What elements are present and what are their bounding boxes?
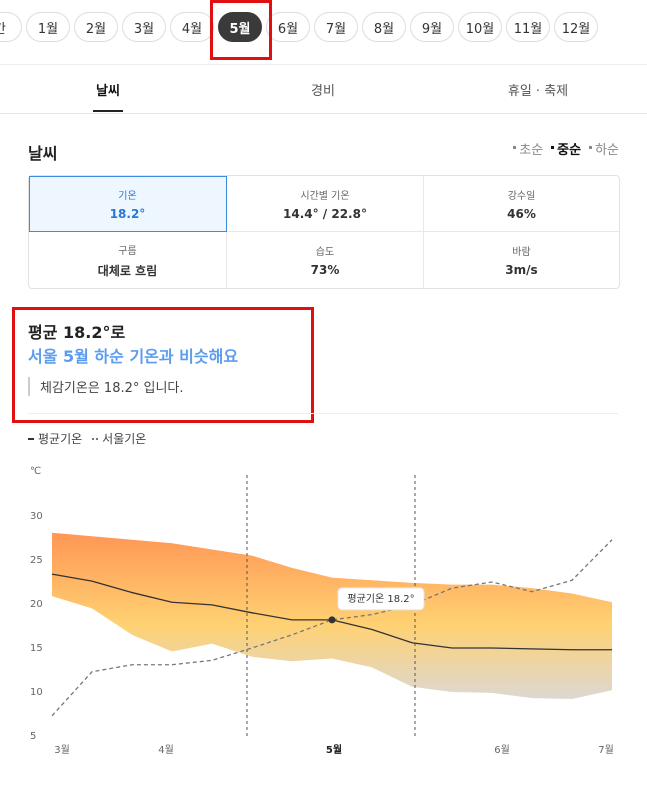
x-tick-label: 3월 — [54, 744, 70, 756]
x-tick-label: 6월 — [494, 744, 510, 756]
x-tick-label: 7월 — [598, 744, 614, 756]
stat-cell[interactable]: 시간별 기온 14.4° / 22.8° — [227, 176, 424, 232]
month-pill[interactable]: 2월 — [74, 12, 118, 42]
period-option[interactable]: 초순 — [513, 139, 543, 158]
month-pill[interactable]: 1월 — [26, 12, 70, 42]
stat-value: 73% — [310, 263, 340, 277]
month-pill[interactable]: 8월 — [362, 12, 406, 42]
y-tick-label: 10 — [30, 687, 43, 698]
legend-item: 평균기온 — [28, 430, 82, 447]
highlight-box — [210, 0, 272, 60]
highlight-box — [12, 307, 314, 423]
month-pill[interactable]: 9월 — [410, 12, 454, 42]
period-selector: 초순 중순 하순 — [513, 139, 619, 158]
tab-underline — [93, 110, 123, 112]
y-tick-label: 5 — [30, 731, 36, 742]
stat-value: 46% — [507, 206, 536, 221]
tab[interactable]: 날씨 — [96, 84, 120, 99]
stat-label: 기온 — [118, 190, 137, 202]
stat-value: 14.4° / 22.8° — [283, 206, 367, 221]
y-tick-label: 15 — [30, 643, 43, 654]
y-tick-label: 20 — [30, 599, 43, 610]
period-option[interactable]: 하순 — [589, 139, 619, 158]
month-tabs: 간1월2월3월4월5월6월7월8월9월10월11월12월 — [0, 12, 598, 42]
month-pill[interactable]: 10월 — [458, 12, 502, 42]
stat-label: 바람 — [512, 247, 531, 258]
y-unit: ℃ — [30, 466, 41, 477]
tab[interactable]: 경비 — [311, 84, 335, 99]
stat-label: 시간별 기온 — [300, 190, 350, 202]
stat-cell[interactable]: 강수일 46% — [424, 176, 619, 232]
series-line — [51, 539, 613, 717]
legend-label: 서울기온 — [102, 432, 147, 446]
tooltip-box — [337, 587, 425, 611]
section-title: 날씨 — [28, 144, 58, 163]
summary-subline: 서울 5월 하순 기온과 비슷해요 — [28, 347, 239, 366]
summary-headline: 평균 18.2°로 — [28, 323, 126, 342]
y-tick-label: 30 — [30, 511, 43, 522]
stat-cell[interactable]: 습도 73% — [227, 232, 424, 288]
range-band — [52, 532, 612, 700]
legend-icon — [28, 437, 34, 440]
month-pill[interactable]: 7월 — [314, 12, 358, 42]
month-pill[interactable]: 6월 — [266, 12, 310, 42]
x-tick-label: 4월 — [158, 744, 174, 756]
legend-item: 서울기온 — [92, 430, 146, 447]
legend-label: 평균기온 — [38, 432, 83, 446]
month-pill[interactable]: 4월 — [170, 12, 214, 42]
stat-cell[interactable]: 바람 3m/s — [424, 232, 619, 288]
month-pill[interactable]: 5월 — [218, 12, 262, 42]
month-pill[interactable]: 12월 — [554, 12, 598, 42]
tooltip-text: 평균기온 18.2° — [347, 593, 414, 605]
tab[interactable]: 휴일 · 축제 — [507, 84, 569, 99]
summary-note: 체감기온은 18.2° 입니다. — [28, 377, 184, 396]
period-option[interactable]: 중순 — [551, 139, 581, 158]
stat-cell[interactable]: 기온 18.2° — [29, 176, 227, 232]
stat-value: 대체로 흐림 — [97, 263, 158, 278]
y-tick-label: 25 — [30, 555, 43, 566]
hover-point — [328, 616, 336, 624]
bullet — [589, 146, 593, 149]
month-pill[interactable]: 11월 — [506, 12, 550, 42]
stat-label: 습도 — [315, 247, 335, 258]
stat-value: 3m/s — [505, 263, 538, 277]
divider — [28, 413, 618, 414]
bullet — [551, 146, 555, 149]
stat-value: 18.2° — [109, 206, 146, 221]
legend-icon — [92, 437, 99, 440]
month-pill[interactable]: 3월 — [122, 12, 166, 42]
stat-label: 구름 — [118, 245, 137, 257]
bullet — [513, 146, 517, 149]
stat-label: 강수일 — [507, 190, 536, 202]
x-tick-label: 5월 — [326, 744, 342, 756]
tab-bar: 날씨 경비 휴일 · 축제 — [0, 64, 647, 114]
legend: 평균기온 서울기온 — [28, 430, 146, 447]
